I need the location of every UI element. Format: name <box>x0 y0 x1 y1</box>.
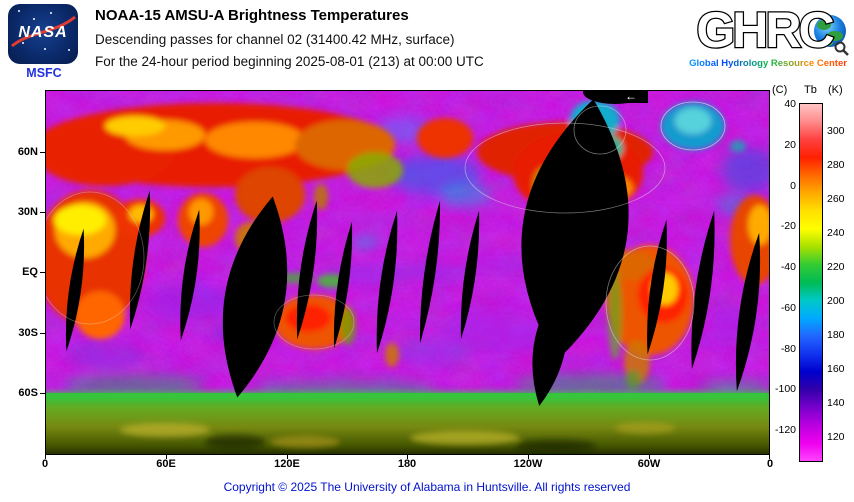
kelvin-tick-label: 180 <box>827 329 845 341</box>
kelvin-tick-label: 280 <box>827 159 845 171</box>
plot-border <box>45 90 770 455</box>
celsius-tick-label: 20 <box>784 138 796 151</box>
axis-tick <box>40 393 45 394</box>
colorbar-gradient <box>799 103 823 462</box>
map-plot <box>35 80 780 455</box>
lat-label: 30S <box>18 327 38 339</box>
kelvin-tick-label: 200 <box>827 295 845 307</box>
celsius-tick-label: 0 <box>790 179 796 192</box>
colorbar-unit-kelvin: (K) <box>828 84 843 96</box>
ghrc-logo-graphic: GHRC <box>695 1 849 59</box>
colorbar-kelvin-scale: 300 280 260 240 220 200 180 160 140 120 <box>827 125 854 443</box>
kelvin-tick-label: 300 <box>827 125 845 137</box>
title-block: NOAA-15 AMSU-A Brightness Temperatures D… <box>95 7 484 76</box>
lat-label: EQ <box>22 266 38 278</box>
celsius-tick-label: -120 <box>774 424 796 436</box>
lon-label: 60W <box>637 458 661 470</box>
magnifier-icon <box>834 41 846 53</box>
celsius-tick-label: -40 <box>780 261 796 273</box>
kelvin-tick-label: 160 <box>827 363 845 375</box>
axis-tick <box>40 272 45 273</box>
celsius-tick-label: 40 <box>784 98 796 110</box>
celsius-tick-label: -20 <box>780 220 796 233</box>
colorbar-celsius-scale: 40 20 0 -20 -40 -60 -80 -100 -120 <box>758 98 796 436</box>
axis-tick <box>45 455 46 459</box>
axis-tick <box>407 455 408 459</box>
lon-label: 60E <box>156 458 176 470</box>
page-title: NOAA-15 AMSU-A Brightness Temperatures <box>95 7 409 24</box>
lat-label: 30N <box>17 206 38 218</box>
axis-tick <box>40 333 45 334</box>
lat-label: 60S <box>18 387 38 399</box>
celsius-tick-label: -60 <box>780 301 796 314</box>
msfc-label: MSFC <box>26 66 62 80</box>
subtitle-period: For the 24-hour period beginning 2025-08… <box>95 54 484 69</box>
nasa-swoosh-icon <box>11 15 76 48</box>
subtitle-channel: Descending passes for channel 02 (31400.… <box>95 32 455 47</box>
footer: Copyright © 2025 The University of Alaba… <box>0 480 854 494</box>
celsius-tick-label: -80 <box>780 342 796 355</box>
axis-tick <box>769 455 770 459</box>
lon-label: 120E <box>274 458 300 470</box>
ghrc-logo-text: GHRC <box>696 3 833 57</box>
kelvin-tick-label: 240 <box>827 227 845 239</box>
axis-tick <box>40 212 45 213</box>
nasa-logo-text: NASA <box>18 24 68 41</box>
longitude-axis: 0 60E 120E 180 120W 60W 0 <box>0 458 854 472</box>
brightness-temperature-map <box>35 80 780 455</box>
celsius-tick-label: -100 <box>774 383 796 396</box>
kelvin-tick-label: 140 <box>827 397 845 409</box>
copyright-text: Copyright © 2025 The University of Alaba… <box>223 480 631 494</box>
lon-label: 120W <box>513 458 543 470</box>
colorbar-quantity: Tb <box>804 84 817 96</box>
missing-data-swaths <box>65 80 761 407</box>
axis-tick <box>166 455 167 459</box>
stars-icon <box>8 4 10 6</box>
nasa-insignia-icon: NASA <box>8 4 78 64</box>
lon-label: 0 <box>766 458 774 470</box>
ghrc-logo: GHRC Global Hydrology Resource Center <box>682 1 854 69</box>
kelvin-tick-label: 120 <box>827 431 845 443</box>
lon-label: 180 <box>397 458 417 470</box>
coastlines-layer <box>35 101 726 361</box>
nasa-logo: NASA MSFC <box>8 4 80 80</box>
axis-tick <box>287 455 288 459</box>
pass-direction-arrow-icon: ← <box>614 90 648 103</box>
lat-label: 60N <box>17 146 38 158</box>
colorbar-unit-celsius: (C) <box>772 84 788 96</box>
kelvin-tick-label: 220 <box>827 261 845 273</box>
axis-tick <box>528 455 529 459</box>
ghrc-tagline: Global Hydrology Resource Center <box>682 58 854 69</box>
latitude-axis: 60N 30N EQ 30S 60S <box>0 0 41 502</box>
antarctica-layer <box>45 391 770 455</box>
kelvin-tick-label: 260 <box>827 193 845 205</box>
axis-tick <box>649 455 650 459</box>
axis-tick <box>40 152 45 153</box>
lon-label: 0 <box>41 458 49 470</box>
